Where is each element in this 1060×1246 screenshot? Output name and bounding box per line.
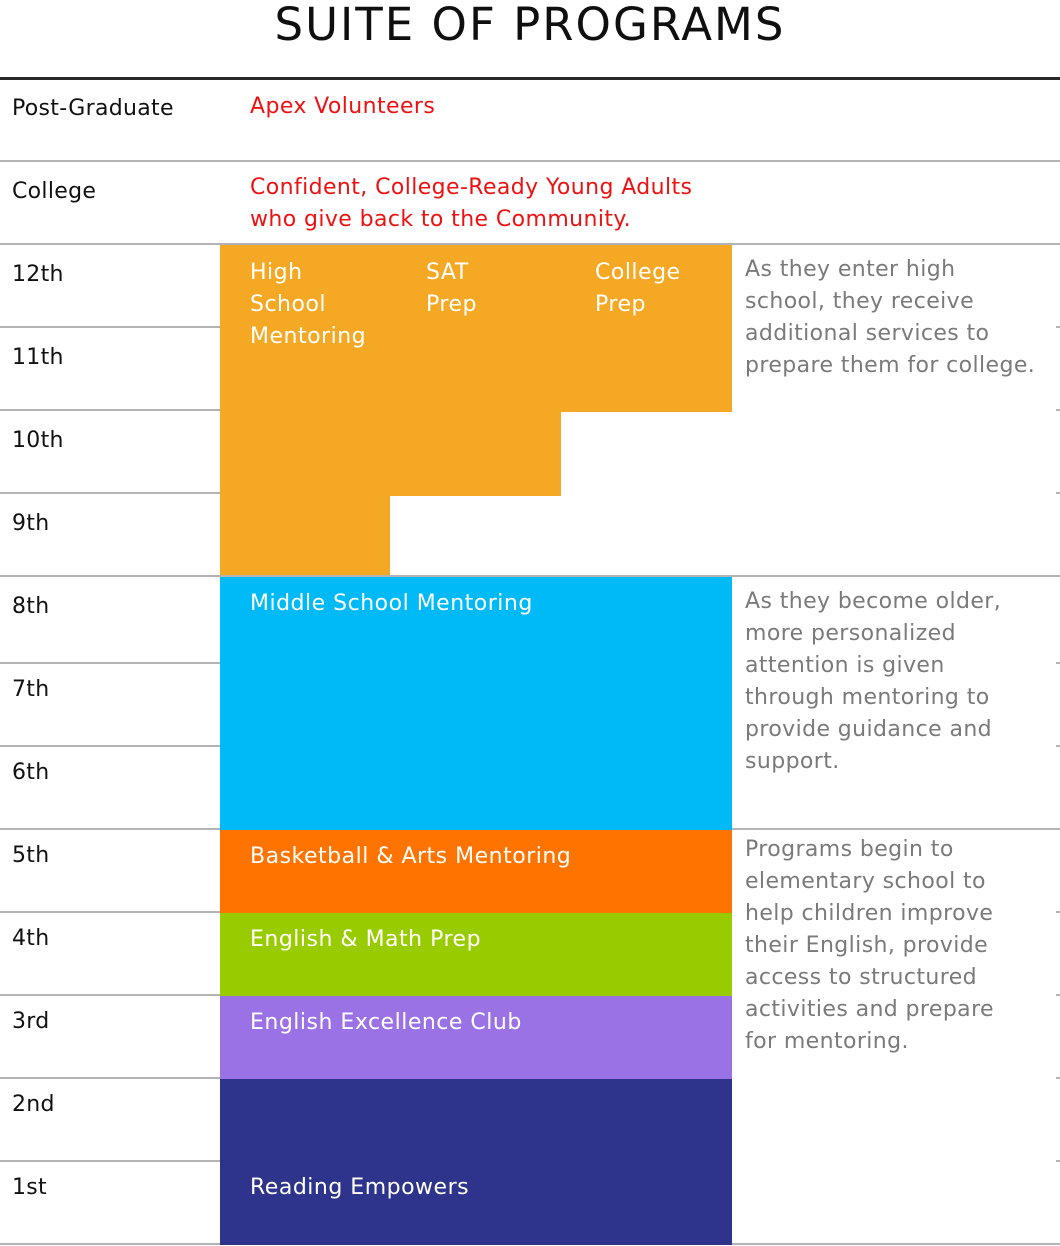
note-high-school-line-4: prepare them for college. bbox=[745, 353, 1036, 378]
row-divider bbox=[0, 745, 220, 747]
sat-prep-label-line-2: Prep bbox=[426, 292, 477, 317]
reading-empowers-label: Reading Empowers bbox=[250, 1175, 470, 1200]
edge-tick bbox=[1056, 745, 1060, 747]
hs-mentoring-block bbox=[220, 245, 390, 575]
row-divider bbox=[0, 409, 220, 411]
middle-school-block bbox=[220, 577, 732, 830]
note-elementary-line-3: help children improve bbox=[745, 901, 994, 926]
hs-mentoring-label-line-3: Mentoring bbox=[250, 324, 367, 349]
note-elementary-line-4: their English, provide bbox=[745, 933, 989, 958]
note-high-school-line-2: school, they receive bbox=[745, 289, 975, 314]
sat-prep-label-line-1: SAT bbox=[426, 260, 469, 285]
note-middle-school-line-3: attention is given bbox=[745, 653, 945, 678]
english-math-label: English & Math Prep bbox=[250, 927, 482, 952]
grade-label-12th: 12th bbox=[12, 262, 64, 287]
edge-tick bbox=[1056, 1160, 1060, 1162]
note-high-school-line-3: additional services to bbox=[745, 321, 990, 346]
college-prep-block bbox=[560, 245, 732, 412]
grade-label-4th: 4th bbox=[12, 926, 50, 951]
grade-label-9th: 9th bbox=[12, 511, 50, 536]
row-divider bbox=[0, 243, 1060, 245]
header-divider bbox=[0, 77, 1060, 80]
edge-tick bbox=[1056, 662, 1060, 664]
grade-label-11th: 11th bbox=[12, 345, 64, 370]
edge-tick bbox=[1056, 492, 1060, 494]
college-prep-label-line-1: College bbox=[595, 260, 681, 285]
outcome-college-line-1: Confident, College-Ready Young Adults bbox=[250, 175, 693, 200]
grade-label-1st: 1st bbox=[12, 1175, 47, 1200]
grade-label-post-graduate: Post-Graduate bbox=[12, 96, 174, 121]
outcome-college-line-2: who give back to the Community. bbox=[250, 207, 632, 232]
note-elementary-line-5: access to structured bbox=[745, 965, 978, 990]
note-middle-school-line-5: provide guidance and bbox=[745, 717, 993, 742]
note-middle-school-line-6: support. bbox=[745, 749, 840, 774]
english-excellence-label: English Excellence Club bbox=[250, 1010, 522, 1035]
note-middle-school-line-4: through mentoring to bbox=[745, 685, 990, 710]
hs-mentoring-label-line-1: High bbox=[250, 260, 303, 285]
row-divider bbox=[0, 1160, 220, 1162]
grade-label-3rd: 3rd bbox=[12, 1009, 50, 1034]
row-divider bbox=[0, 911, 220, 913]
edge-tick bbox=[1056, 994, 1060, 996]
english-excellence-block bbox=[220, 996, 732, 1079]
note-elementary-line-1: Programs begin to bbox=[745, 837, 954, 862]
page-title: SUITE OF PROGRAMS bbox=[274, 0, 786, 51]
edge-tick bbox=[1056, 1077, 1060, 1079]
row-divider bbox=[0, 492, 220, 494]
middle-school-label: Middle School Mentoring bbox=[250, 591, 533, 616]
note-elementary-line-2: elementary school to bbox=[745, 869, 986, 894]
row-divider bbox=[0, 662, 220, 664]
english-math-block bbox=[220, 913, 732, 996]
row-divider bbox=[0, 1077, 220, 1079]
row-divider bbox=[0, 575, 1060, 577]
edge-tick bbox=[1056, 409, 1060, 411]
row-divider bbox=[0, 326, 220, 328]
row-divider bbox=[0, 994, 220, 996]
reading-empowers-block bbox=[220, 1079, 732, 1245]
edge-tick bbox=[1056, 326, 1060, 328]
grade-label-7th: 7th bbox=[12, 677, 50, 702]
basketball-arts-block bbox=[220, 830, 732, 913]
outcome-apex-volunteers: Apex Volunteers bbox=[250, 94, 436, 119]
edge-tick bbox=[1056, 911, 1060, 913]
grade-label-10th: 10th bbox=[12, 428, 64, 453]
college-prep-label-line-2: Prep bbox=[595, 292, 646, 317]
note-middle-school-line-1: As they become older, bbox=[745, 589, 1002, 614]
note-middle-school-line-2: more personalized bbox=[745, 621, 956, 646]
grade-label-2nd: 2nd bbox=[12, 1092, 55, 1117]
basketball-arts-label: Basketball & Arts Mentoring bbox=[250, 844, 572, 869]
sat-prep-block bbox=[389, 245, 561, 496]
row-divider bbox=[0, 160, 1060, 162]
grade-label-college: College bbox=[12, 179, 97, 204]
note-high-school-line-1: As they enter high bbox=[745, 257, 956, 282]
hs-mentoring-label-line-2: School bbox=[250, 292, 327, 317]
grade-label-8th: 8th bbox=[12, 594, 50, 619]
note-elementary-line-7: for mentoring. bbox=[745, 1029, 909, 1054]
grade-label-6th: 6th bbox=[12, 760, 50, 785]
grade-label-5th: 5th bbox=[12, 843, 50, 868]
note-elementary-line-6: activities and prepare bbox=[745, 997, 994, 1022]
